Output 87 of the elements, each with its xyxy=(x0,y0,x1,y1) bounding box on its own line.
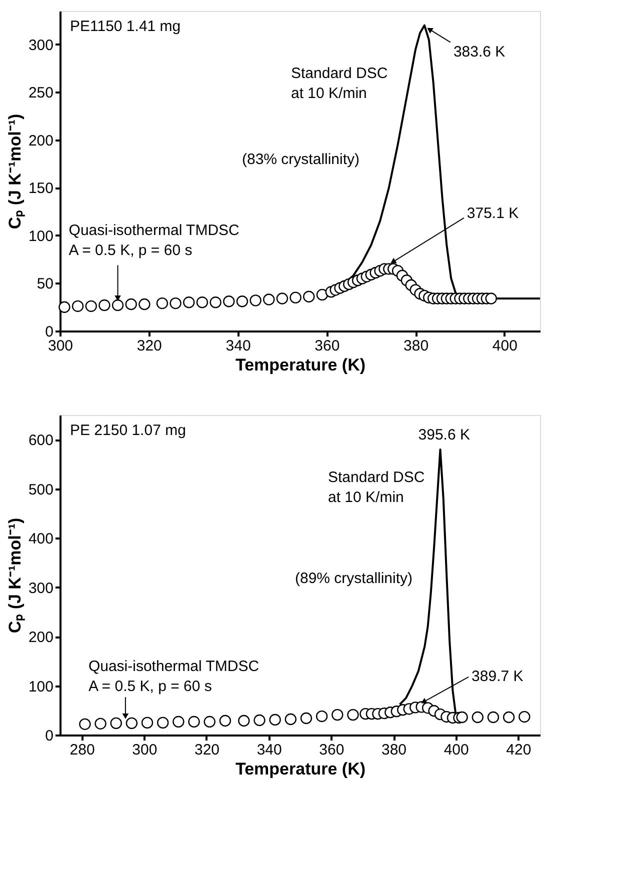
point xyxy=(94,718,106,730)
point xyxy=(472,711,484,724)
point xyxy=(250,294,262,306)
y-axis-title: Cₚ (J K⁻¹mol⁻¹) xyxy=(5,518,26,634)
point xyxy=(485,292,497,304)
point xyxy=(238,714,250,727)
point xyxy=(85,300,97,312)
y-tick-label: 100 xyxy=(28,228,54,245)
point xyxy=(276,292,288,304)
point xyxy=(290,292,302,304)
point xyxy=(210,296,222,308)
point xyxy=(456,711,468,724)
y-tick-label: 300 xyxy=(28,36,54,54)
point xyxy=(58,301,70,313)
x-tick-label: 420 xyxy=(506,742,532,758)
point xyxy=(303,290,315,302)
annotation: 383.6 K xyxy=(453,43,506,60)
point xyxy=(263,294,275,306)
annotation: 389.7 K xyxy=(472,668,524,685)
y-tick-label: 150 xyxy=(28,180,54,198)
point xyxy=(156,297,168,310)
point xyxy=(332,708,344,721)
annotation: 395.6 K xyxy=(418,426,470,444)
x-axis-title: Temperature (K) xyxy=(235,760,366,778)
x-tick-label: 400 xyxy=(444,742,469,758)
x-tick-label: 340 xyxy=(226,338,251,354)
point xyxy=(183,296,195,308)
x-axis-title: Temperature (K) xyxy=(235,356,366,374)
point xyxy=(284,713,296,726)
point xyxy=(269,714,281,726)
y-tick-label: 600 xyxy=(28,432,54,450)
y-tick-label: 0 xyxy=(45,324,54,340)
x-tick-label: 320 xyxy=(194,742,220,758)
annotation: Standard DSC at 10 K/min xyxy=(291,65,388,102)
x-tick-label: 380 xyxy=(404,338,429,354)
point xyxy=(72,300,84,312)
point xyxy=(110,717,122,730)
y-tick-label: 300 xyxy=(28,580,54,597)
x-tick-label: 280 xyxy=(70,742,95,758)
point xyxy=(316,288,328,301)
annotation: PE1150 1.41 mg xyxy=(70,18,181,35)
point xyxy=(157,716,169,729)
point xyxy=(300,712,312,724)
point xyxy=(170,297,182,310)
annotation: (89% crystallinity) xyxy=(295,570,413,587)
y-axis-title: Cₚ (J K⁻¹mol⁻¹) xyxy=(5,114,26,230)
point xyxy=(188,716,200,728)
point xyxy=(112,299,124,312)
point xyxy=(236,296,248,308)
x-tick-label: 360 xyxy=(319,742,344,758)
annotation: (83% crystallinity) xyxy=(242,151,360,168)
annotation: Quasi-isothermal TMDSC A = 0.5 K, p = 60 s xyxy=(88,658,260,696)
point xyxy=(254,714,266,726)
x-tick-label: 340 xyxy=(256,742,282,758)
x-tick-label: 300 xyxy=(132,742,158,758)
point xyxy=(79,718,91,730)
point xyxy=(204,716,216,728)
point xyxy=(126,717,138,730)
annotation: 375.1 K xyxy=(466,204,519,222)
y-tick-label: 200 xyxy=(28,629,54,646)
point xyxy=(172,716,184,728)
point xyxy=(487,711,500,724)
y-tick-label: 250 xyxy=(28,84,54,102)
point xyxy=(518,710,530,723)
y-tick-label: 500 xyxy=(28,481,54,498)
annotation: Standard DSC at 10 K/min xyxy=(328,469,425,506)
point xyxy=(316,710,328,722)
y-tick-label: 200 xyxy=(28,132,54,150)
x-tick-label: 380 xyxy=(381,742,407,758)
point xyxy=(196,296,208,308)
y-tick-label: 0 xyxy=(45,728,54,744)
point xyxy=(219,714,232,727)
point xyxy=(223,296,235,308)
y-tick-label: 100 xyxy=(28,678,54,696)
point xyxy=(98,299,110,312)
y-tick-label: 400 xyxy=(28,530,54,548)
point xyxy=(141,716,154,729)
annotation: Quasi-isothermal TMDSC A = 0.5 K, p = 60 s xyxy=(68,222,240,260)
point xyxy=(347,708,359,721)
x-tick-label: 320 xyxy=(136,338,162,354)
point xyxy=(502,711,515,724)
point xyxy=(138,298,150,310)
x-tick-label: 400 xyxy=(492,338,518,354)
x-tick-label: 360 xyxy=(314,338,340,354)
point xyxy=(125,298,137,310)
annotation: PE 2150 1.07 mg xyxy=(70,422,186,439)
y-tick-label: 50 xyxy=(36,276,54,293)
